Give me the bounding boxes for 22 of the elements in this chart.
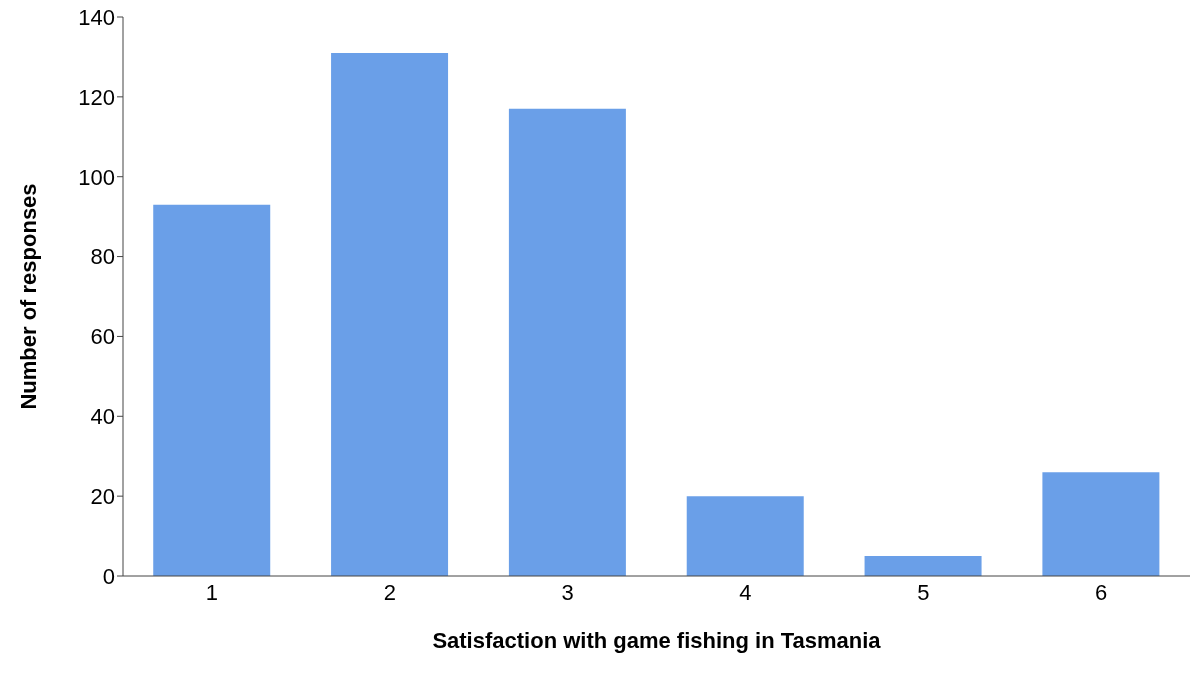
y-tick-label: 40 [90,404,115,430]
y-tick-label: 0 [102,563,115,589]
bar [331,52,449,576]
x-tick-label: 3 [561,579,574,605]
y-axis-title: Number of responses [15,183,41,410]
y-tick-label: 20 [90,483,115,509]
bar [508,108,626,576]
x-tick-label: 5 [917,579,930,605]
bar [864,556,982,576]
x-tick-label: 4 [739,579,752,605]
y-tick-label: 80 [90,244,115,270]
y-tick-label: 60 [90,324,115,350]
x-tick-label: 6 [1094,579,1108,605]
x-tick-label: 2 [383,579,396,605]
x-axis-title: Satisfaction with game fishing in Tasmania [432,628,882,653]
y-tick-label: 100 [78,164,115,190]
y-tick-label: 120 [78,84,115,110]
bar [1042,472,1160,576]
y-tick-label: 140 [78,4,115,30]
bar [153,204,271,576]
x-tick-label: 1 [205,579,219,605]
bar [686,496,804,576]
